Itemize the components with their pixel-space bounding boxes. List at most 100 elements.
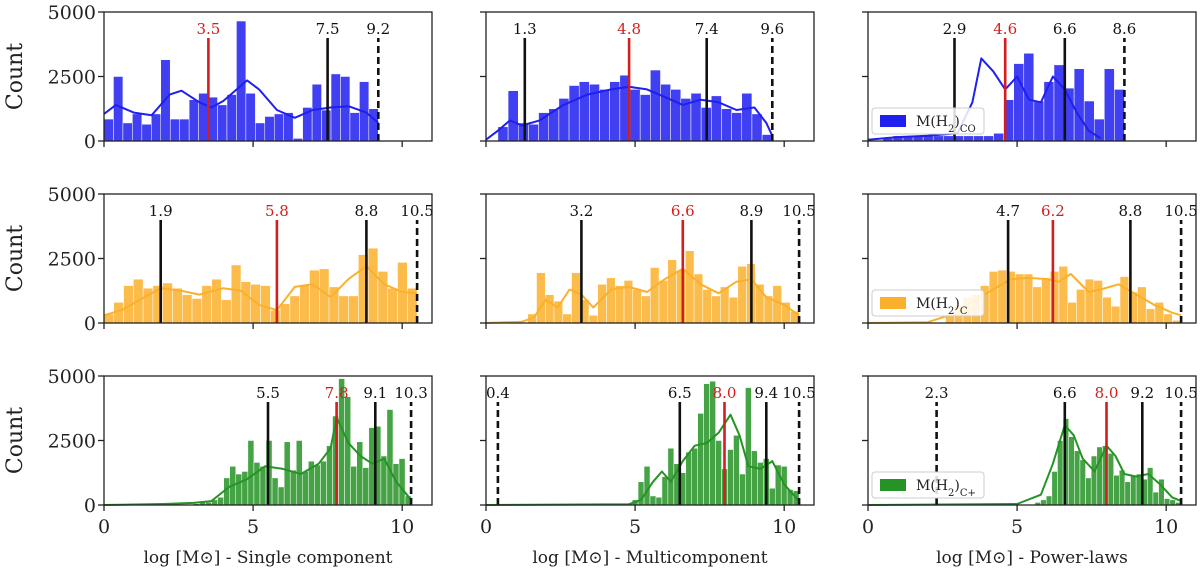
marker-label: 5.5: [256, 384, 280, 402]
hist-bar: [270, 309, 281, 324]
hist-bar: [658, 280, 669, 324]
hist-bar: [1084, 278, 1095, 324]
kde-curve: [103, 416, 412, 506]
marker-label: 9.1: [363, 384, 387, 402]
hist-bar: [362, 467, 370, 506]
hist-bar: [241, 471, 249, 506]
hist-bar: [1111, 305, 1121, 324]
hist-bar: [691, 447, 698, 506]
hist-bar: [283, 441, 291, 506]
hist-bar: [650, 69, 661, 142]
hist-bar: [670, 89, 682, 142]
hist-bar: [932, 135, 944, 142]
hist-bar: [973, 135, 984, 142]
hist-bar: [348, 295, 359, 324]
hist-bar: [597, 284, 607, 324]
panel-r2-c1: 1.9 5.8 8.8 10.5 0 2500 5000 Count: [3, 184, 434, 335]
marker-label: 7.4: [695, 20, 719, 38]
hist-bar: [368, 108, 379, 142]
hist-bar: [211, 278, 222, 324]
hist-bar: [264, 116, 275, 142]
hist-bar: [217, 104, 228, 142]
hist-bar: [367, 247, 379, 324]
hist-bar: [141, 123, 152, 142]
hist-bar: [1041, 277, 1051, 324]
hist-bar: [571, 272, 581, 324]
hist-bar: [311, 83, 322, 142]
hist-bar: [314, 464, 321, 506]
hist-bar: [745, 387, 752, 506]
hist-bar: [1107, 453, 1114, 506]
marker-label: 7.8: [325, 384, 349, 402]
hist-bar: [1051, 471, 1058, 506]
marker-label: 2.3: [925, 384, 949, 402]
x-tick-label: 5: [1011, 516, 1023, 538]
x-axis-label: log [M⊙] - Multicomponent: [532, 548, 767, 568]
hist-bar: [562, 313, 572, 324]
hist-bar: [289, 295, 300, 324]
hist-bar: [356, 441, 364, 506]
hist-bar: [1053, 64, 1065, 142]
hist-bar: [988, 271, 999, 324]
hist-bar: [1090, 455, 1098, 506]
hist-bar: [649, 495, 657, 506]
hist-bar: [1032, 286, 1042, 324]
hist-bar: [350, 466, 357, 506]
marker-label: 9.2: [366, 20, 390, 38]
hist-bar: [182, 294, 193, 324]
hist-bar: [132, 113, 143, 142]
hist-bar: [741, 93, 753, 142]
x-tick-label: 5: [247, 516, 259, 538]
hist-bar: [260, 285, 271, 324]
hist-bar: [606, 277, 616, 324]
marker-label: 8.0: [1095, 384, 1119, 402]
legend-box: [871, 289, 985, 317]
legend-label: M(H2)C+: [916, 478, 976, 499]
hist-bar: [728, 296, 739, 324]
hist-bar: [1045, 495, 1053, 506]
hist-bar: [1145, 308, 1156, 324]
panel-r2-c3: 4.7 6.2 8.8 10.5 M(H2)C: [862, 193, 1198, 329]
panel-r1-c3: 2.9 4.6 6.6 8.6 M(H2)CO: [862, 11, 1197, 147]
hist-bar: [151, 113, 162, 142]
hist-bar: [326, 445, 333, 506]
hist-bar: [1068, 436, 1075, 506]
hist-bar: [528, 123, 539, 142]
hist-bar: [629, 89, 641, 142]
hist-bar: [609, 81, 621, 142]
legend-swatch: [880, 479, 906, 491]
hist-bar: [328, 286, 340, 324]
hist-bar: [1040, 499, 1047, 506]
legend-label: M(H2)C: [916, 296, 968, 317]
marker-label: 10.5: [1164, 202, 1197, 220]
hist-bar: [169, 118, 180, 142]
marker-label: 6.5: [668, 384, 692, 402]
legend-label: M(H2)CO: [916, 114, 976, 135]
hist-bar: [302, 471, 309, 506]
hist-bar: [769, 487, 776, 506]
hist-bar: [247, 440, 255, 506]
hist-bar: [1119, 276, 1129, 324]
marker-label: 10.5: [782, 384, 815, 402]
hist-bar: [667, 259, 677, 324]
hist-bar: [1083, 100, 1095, 142]
hist-bar: [1023, 53, 1035, 142]
kde-curve: [485, 413, 800, 506]
hist-bar: [344, 396, 351, 506]
hist-bar: [655, 497, 663, 506]
hist-bar: [1113, 475, 1120, 506]
y-axis-label: Count: [3, 225, 28, 292]
marker-label: 6.6: [1053, 384, 1077, 402]
hist-bar: [217, 497, 224, 506]
marker-label: 10.5: [782, 202, 815, 220]
hist-bar: [1163, 313, 1173, 324]
legend-box: [871, 471, 985, 499]
hist-bar: [1137, 286, 1147, 324]
legend: M(H2)CO: [871, 107, 985, 135]
hist-bar: [279, 303, 291, 324]
hist-bar: [993, 133, 1004, 142]
x-tick-label: 0: [98, 516, 110, 538]
hist-bar: [191, 298, 203, 324]
